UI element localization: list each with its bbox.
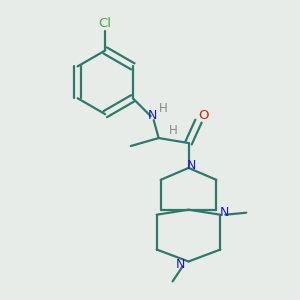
Text: H: H xyxy=(159,102,168,115)
Text: N: N xyxy=(148,109,158,122)
Text: H: H xyxy=(169,124,178,136)
Text: Cl: Cl xyxy=(99,17,112,30)
Text: O: O xyxy=(198,109,209,122)
Text: N: N xyxy=(220,206,229,219)
Text: N: N xyxy=(187,159,196,172)
Text: N: N xyxy=(176,258,185,271)
